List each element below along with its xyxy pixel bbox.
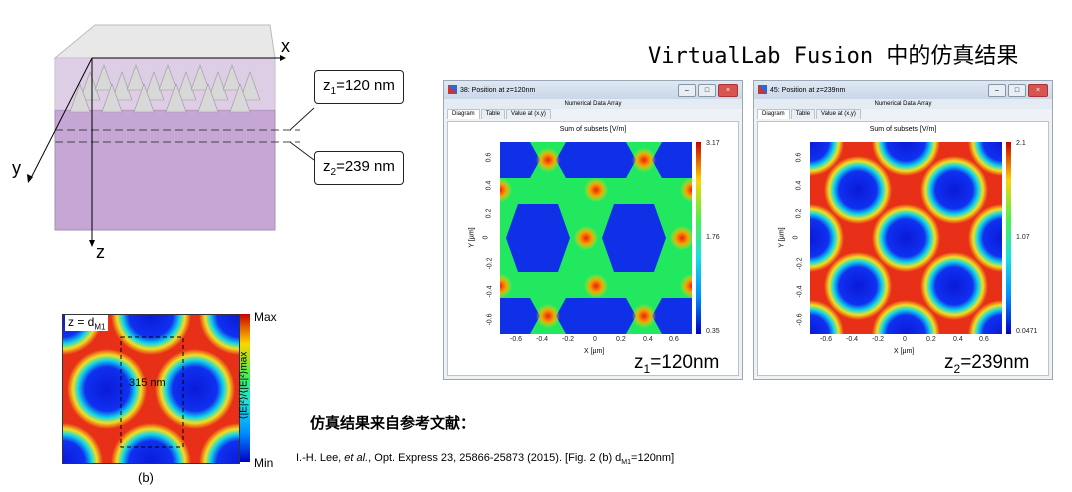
x-tick: 0.2	[616, 336, 626, 343]
close-button[interactable]: ×	[718, 84, 738, 97]
colorbar-tick: 2.1	[1016, 140, 1026, 147]
data-array-window-z239[interactable]: 45: Position at z=239nm – □ × Numerical …	[753, 80, 1053, 380]
tab-diagram[interactable]: Diagram	[447, 109, 480, 119]
y-tick: -0.6	[796, 313, 804, 326]
maximize-button[interactable]: □	[698, 84, 716, 97]
colorbar	[1006, 142, 1011, 334]
x-tick: 0.6	[979, 336, 989, 343]
y-ticks: 0.6 0.4 0.2 0 -0.2 -0.4 -0.6	[482, 142, 498, 334]
plane-label: z2=239nm	[944, 352, 1030, 376]
callout-pointers	[290, 107, 315, 161]
x-tick: 0	[593, 336, 597, 343]
scale-label: 315 nm	[129, 377, 166, 389]
y-tick: -0.4	[796, 285, 804, 298]
x-tick: -0.6	[820, 336, 833, 343]
reference-plot-label: z = dM1	[65, 315, 109, 332]
reference-caption: (b)	[138, 470, 154, 485]
axis-z-label: z	[96, 242, 105, 262]
app-icon	[758, 85, 767, 94]
minimize-button[interactable]: –	[678, 84, 696, 97]
colorbar-tick: 1.07	[1016, 234, 1030, 241]
close-button[interactable]: ×	[1028, 84, 1048, 97]
axis-x-label: x	[281, 36, 290, 56]
x-tick: 0	[903, 336, 907, 343]
y-tick: 0.2	[795, 208, 803, 219]
nanocone-array	[69, 64, 261, 113]
y-tick: -0.2	[796, 257, 804, 270]
colorbar-tick: 0.0471	[1016, 328, 1038, 335]
window-title: 38: Position at z=120nm	[460, 86, 536, 94]
window-titlebar[interactable]: 45: Position at z=239nm – □ ×	[754, 81, 1052, 99]
x-tick: 0.2	[926, 336, 936, 343]
y-tick: 0	[792, 235, 800, 240]
reference-plot: z = dM1 315 nm	[62, 314, 240, 464]
x-axis-label: X [µm]	[894, 348, 915, 355]
source-heading: 仿真结果来自参考文献：	[310, 415, 476, 432]
window-header: Numerical Data Array	[754, 99, 1052, 109]
y-tick: 0.6	[795, 152, 803, 163]
x-ticks: -0.6 -0.4 -0.2 0 0.2 0.4 0.6	[810, 336, 1002, 346]
reference-colorbar-min: Min	[254, 456, 274, 470]
tab-table[interactable]: Table	[790, 109, 816, 119]
x-axis-label: X [µm]	[584, 348, 605, 355]
tab-value-at[interactable]: Value at (x,y)	[816, 109, 861, 119]
field-map-z239	[810, 142, 1002, 334]
window-header: Numerical Data Array	[444, 99, 742, 109]
y-tick: 0.4	[795, 180, 803, 191]
colorbar-tick: 1.76	[706, 234, 720, 241]
y-tick: -0.2	[486, 257, 494, 270]
colorbar-tick: 3.17	[706, 140, 720, 147]
minimize-button[interactable]: –	[988, 84, 1006, 97]
plot-title: Sum of subsets [V/m]	[869, 126, 937, 133]
window-titlebar[interactable]: 38: Position at z=120nm – □ ×	[444, 81, 742, 99]
x-tick: -0.2	[872, 336, 885, 343]
x-tick: -0.2	[562, 336, 575, 343]
reference-colorbar	[240, 314, 250, 462]
reference-field-map	[63, 315, 239, 463]
x-tick: -0.4	[846, 336, 859, 343]
structure-schematic	[27, 24, 300, 247]
reference-colorbar-max: Max	[254, 310, 277, 324]
x-tick: 0.4	[643, 336, 653, 343]
reference-colorbar-title: ⟨|E|²⟩/⟨|E|²⟩max	[238, 351, 250, 420]
diagram-pane: Sum of subsets [V/m] 2.1 1.07 0.04	[757, 121, 1049, 376]
y-tick: 0.2	[485, 208, 493, 219]
y-tick: 0	[482, 235, 490, 240]
x-tick: 0.4	[953, 336, 963, 343]
y-tick: -0.4	[486, 285, 494, 298]
tab-table[interactable]: Table	[480, 109, 506, 119]
citation: I.-H. Lee, et al., Opt. Express 23, 2586…	[296, 452, 675, 467]
y-tick: 0.4	[485, 180, 493, 191]
maximize-button[interactable]: □	[1008, 84, 1026, 97]
y-tick: -0.6	[486, 313, 494, 326]
plane-label: z1=120nm	[634, 352, 720, 376]
headline: VirtualLab Fusion 中的仿真结果	[648, 44, 1019, 69]
plot-title: Sum of subsets [V/m]	[559, 126, 627, 133]
diagram-pane: Sum of subsets [V/m] 3.17	[447, 121, 739, 376]
x-tick: 0.6	[669, 336, 679, 343]
colorbar	[696, 142, 701, 334]
callout-z1: z1=120 nm	[314, 70, 404, 104]
x-tick: -0.6	[510, 336, 523, 343]
y-tick: 0.6	[485, 152, 493, 163]
y-axis-label: Y [µm]	[468, 227, 476, 248]
x-ticks: -0.6 -0.4 -0.2 0 0.2 0.4 0.6	[500, 336, 692, 346]
x-tick: -0.4	[536, 336, 549, 343]
y-ticks: 0.6 0.4 0.2 0 -0.2 -0.4 -0.6	[792, 142, 808, 334]
window-title: 45: Position at z=239nm	[770, 86, 846, 94]
tab-value-at[interactable]: Value at (x,y)	[506, 109, 551, 119]
app-icon	[448, 85, 457, 94]
colorbar-tick: 0.35	[706, 328, 720, 335]
field-map-z120	[500, 142, 692, 334]
axis-y-label: y	[12, 158, 21, 178]
data-array-window-z120[interactable]: 38: Position at z=120nm – □ × Numerical …	[443, 80, 743, 380]
tab-diagram[interactable]: Diagram	[757, 109, 790, 119]
y-axis-label: Y [µm]	[778, 227, 786, 248]
callout-z2: z2=239 nm	[314, 151, 404, 185]
